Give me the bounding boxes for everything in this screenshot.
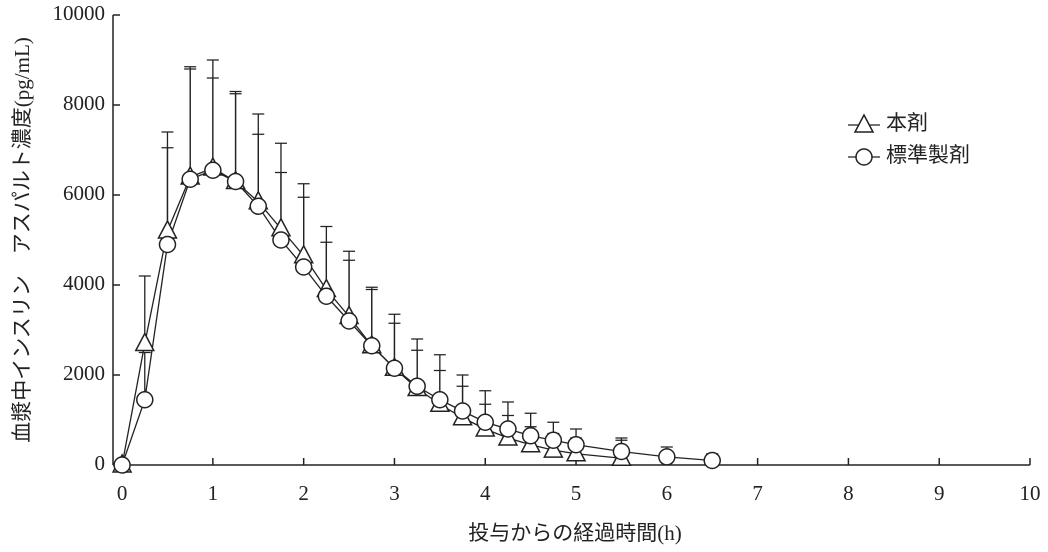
error-bar: [184, 68, 197, 180]
x-tick-label: 10: [1020, 481, 1041, 505]
data-point: [226, 172, 245, 191]
error-bar: [206, 77, 219, 171]
data-point: [703, 451, 721, 470]
x-tick-label: 1: [208, 481, 219, 505]
x-tick-label: 7: [752, 481, 763, 505]
data-point: [658, 448, 676, 466]
legend-label: 本剤: [886, 111, 928, 135]
x-tick-label: 8: [843, 481, 854, 505]
data-point: [408, 377, 426, 395]
data-point: [204, 161, 222, 179]
legend-marker: [855, 148, 873, 166]
x-tick-label: 3: [389, 481, 400, 505]
series-line: [121, 167, 622, 466]
data-point: [136, 391, 154, 409]
y-axis-label: 血漿中インスリン アスパルト濃度(pg/mL): [10, 37, 34, 443]
data-point: [544, 431, 563, 449]
x-axis-label: 投与からの経過時間(h): [468, 521, 682, 545]
error-bar: [229, 93, 242, 182]
legend-label: 標準製剤: [886, 143, 970, 167]
x-tick-label: 4: [480, 481, 491, 505]
data-point: [521, 427, 540, 445]
y-tick-label: 10000: [53, 1, 106, 25]
x-tick-label: 0: [117, 481, 128, 505]
data-point: [431, 391, 449, 409]
data-point: [453, 402, 472, 420]
y-tick-label: 4000: [63, 271, 105, 295]
legend-marker: [853, 113, 875, 133]
x-tick-label: 2: [298, 481, 309, 505]
data-point: [363, 337, 381, 355]
data-point: [158, 235, 177, 254]
data-point: [294, 258, 313, 276]
data-point: [340, 312, 358, 330]
data-point: [385, 359, 404, 377]
data-point: [113, 456, 131, 474]
data-point: [317, 287, 336, 305]
y-tick-label: 6000: [63, 181, 105, 205]
data-point: [134, 331, 156, 352]
data-point: [567, 436, 585, 454]
data-point: [499, 420, 517, 438]
y-tick-label: 0: [95, 451, 106, 475]
data-point: [181, 170, 199, 188]
x-tick-label: 6: [662, 481, 673, 505]
data-point: [476, 413, 494, 431]
y-tick-label: 8000: [63, 91, 105, 115]
x-tick-label: 5: [571, 481, 582, 505]
series-line: [121, 169, 713, 466]
data-point: [249, 197, 268, 215]
y-tick-label: 2000: [63, 361, 105, 385]
data-point: [157, 219, 178, 239]
x-tick-label: 9: [934, 481, 945, 505]
data-point: [612, 442, 631, 461]
data-point: [272, 231, 290, 249]
